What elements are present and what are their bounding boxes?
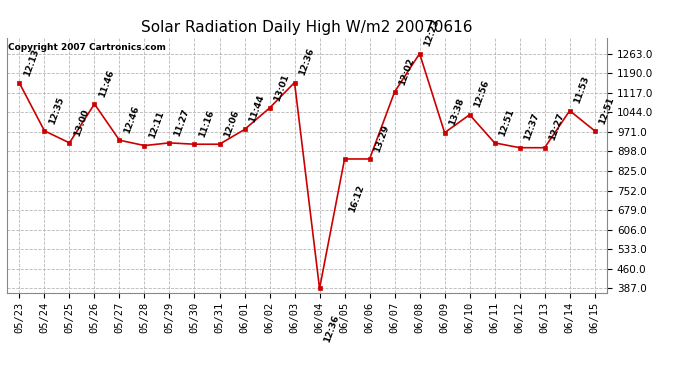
Text: 13:29: 13:29 (373, 123, 391, 153)
Text: 13:01: 13:01 (273, 73, 290, 102)
Text: 12:36: 12:36 (322, 314, 341, 344)
Text: Copyright 2007 Cartronics.com: Copyright 2007 Cartronics.com (8, 43, 166, 52)
Text: 13:00: 13:00 (72, 108, 90, 137)
Text: 12:37: 12:37 (522, 112, 541, 142)
Text: 13:38: 13:38 (447, 97, 466, 127)
Text: 16:12: 16:12 (347, 184, 366, 214)
Title: Solar Radiation Daily High W/m2 20070616: Solar Radiation Daily High W/m2 20070616 (141, 20, 473, 35)
Text: 11:16: 11:16 (197, 109, 215, 139)
Text: 11:44: 11:44 (247, 94, 266, 124)
Text: 12:02: 12:02 (397, 57, 415, 86)
Text: 12:46: 12:46 (122, 105, 141, 135)
Text: 11:53: 11:53 (573, 75, 591, 105)
Text: 11:27: 11:27 (172, 107, 190, 137)
Text: 12:06: 12:06 (222, 109, 241, 139)
Text: 12:35: 12:35 (47, 95, 66, 125)
Text: 12:51: 12:51 (598, 95, 615, 125)
Text: 12:27: 12:27 (547, 112, 566, 142)
Text: 12:36: 12:36 (297, 47, 315, 77)
Text: 12:13: 12:13 (22, 48, 41, 78)
Text: 12:56: 12:56 (473, 79, 491, 109)
Text: 12:23: 12:23 (422, 18, 441, 48)
Text: 12:51: 12:51 (497, 107, 515, 137)
Text: 12:11: 12:11 (147, 110, 166, 140)
Text: 11:46: 11:46 (97, 68, 115, 99)
